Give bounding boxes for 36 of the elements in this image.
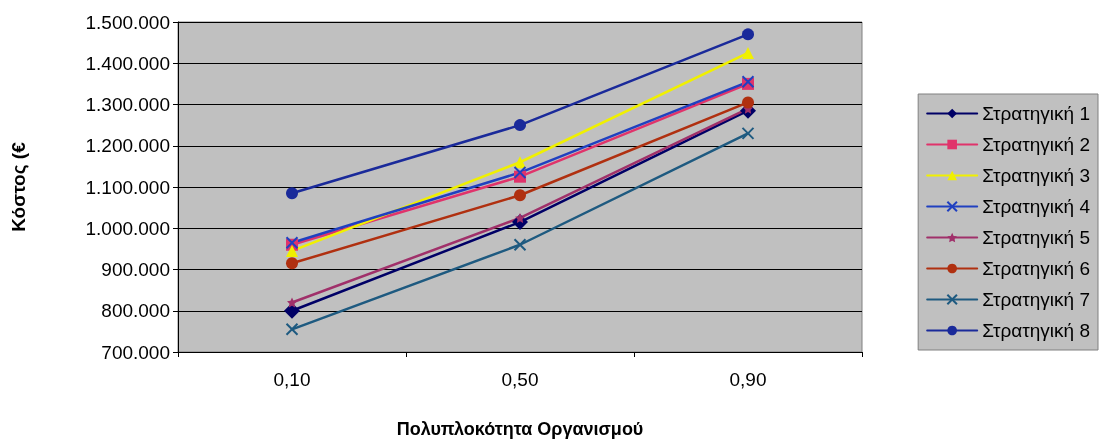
point xyxy=(742,46,754,59)
x-tick-label: 0,50 xyxy=(501,369,539,390)
legend-label: Στρατηγική 7 xyxy=(982,289,1090,310)
y-tick-label: 1.500.000 xyxy=(85,11,170,33)
point xyxy=(287,297,297,308)
legend-label: Στρατηγική 4 xyxy=(982,196,1091,217)
legend-label: Στρατηγική 3 xyxy=(982,165,1090,186)
point xyxy=(513,238,527,252)
point xyxy=(286,187,298,200)
y-tick-label: 1.300.000 xyxy=(85,94,170,115)
legend-label: Στρατηγική 5 xyxy=(982,227,1090,248)
y-tick-label: 700.000 xyxy=(101,341,170,363)
x-tick-label: 0,90 xyxy=(729,369,767,390)
legend-label: Στρατηγική 6 xyxy=(982,258,1090,279)
legend-label: Στρατηγική 1 xyxy=(982,103,1090,124)
x-axis-title: Πολυπλοκότητα Οργανισμού xyxy=(396,419,644,439)
y-tick-label: 900.000 xyxy=(101,259,170,280)
y-tick-label: 1.000.000 xyxy=(85,217,170,239)
legend-label: Στρατηγική 8 xyxy=(982,320,1090,341)
y-tick-label: 1.100.000 xyxy=(85,176,170,198)
point xyxy=(742,28,754,41)
point xyxy=(741,126,755,140)
legend-label: Στρατηγική 2 xyxy=(982,134,1090,155)
y-tick-label: 1.400.000 xyxy=(85,52,170,74)
point xyxy=(742,96,754,109)
y-axis-title: Κόστος (€ xyxy=(8,141,29,232)
point xyxy=(285,322,299,336)
point xyxy=(513,166,527,180)
x-tick-label: 0,10 xyxy=(273,369,311,390)
point xyxy=(514,156,526,169)
y-tick-label: 1.200.000 xyxy=(85,135,170,157)
point xyxy=(286,244,298,257)
point xyxy=(514,189,526,202)
point xyxy=(514,119,526,132)
y-tick-label: 800.000 xyxy=(101,300,170,322)
point xyxy=(286,257,298,270)
